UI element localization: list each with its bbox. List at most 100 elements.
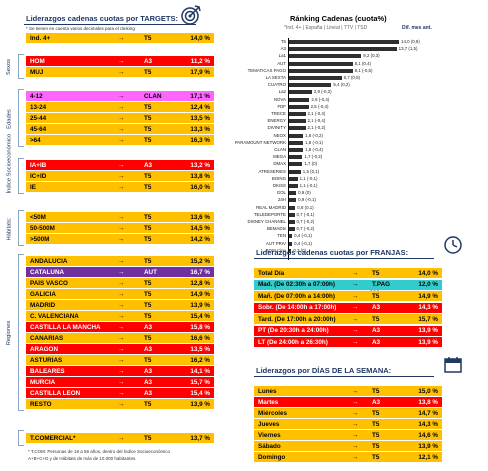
- target-row-value: 15,7 %: [190, 378, 210, 386]
- dia-row-label: Miércoles: [258, 409, 288, 417]
- target-row-value: 14,2 %: [190, 235, 210, 243]
- target-row-arrow: →: [118, 389, 125, 397]
- target-row-label: >64: [30, 136, 41, 144]
- ranking-value-label: 1,8 (-0,4): [305, 147, 323, 152]
- franja-row-label: Sobr. (De 14:00h a 17:00h): [258, 304, 337, 311]
- ranking-value-label: 0,7 (-0,1): [296, 211, 315, 217]
- ranking-bar: [289, 198, 297, 203]
- ranking-bar: [289, 212, 295, 217]
- target-row-channel: T5: [144, 136, 152, 144]
- target-row: 4-12 → CLAN 17,1 %: [26, 91, 214, 101]
- franja-row-arrow: →: [352, 269, 359, 277]
- target-row-value: 13,5 %: [190, 114, 210, 122]
- ranking-bar: [289, 162, 303, 167]
- target-row-arrow: →: [118, 103, 125, 111]
- ranking-value-label: 2,1 (-0,4): [307, 111, 326, 116]
- target-row-arrow: →: [118, 125, 125, 133]
- ranking-bar: [289, 184, 298, 188]
- target-row-value: 13,8 %: [190, 172, 210, 180]
- footnote-1: * T.COM: Personas de 18 a 59 años, dentr…: [28, 449, 171, 454]
- target-row: >64 → T5 16,3 %: [26, 135, 214, 145]
- group-label: Índice Socioeconómico: [6, 133, 12, 193]
- group-bracket: [18, 210, 24, 246]
- target-row-channel: A3: [144, 345, 153, 353]
- target-row-channel: A3: [144, 57, 153, 65]
- target-row-arrow: →: [118, 57, 125, 65]
- ranking-bar: [289, 76, 342, 80]
- target-row-label: >500M: [30, 235, 50, 243]
- franja-row-label: LT (De 24:00h a 26:30h): [258, 338, 328, 346]
- ranking-bar: [289, 54, 362, 59]
- target-row: CASTILLA LEÓN → A3 15,4 %: [26, 388, 214, 398]
- target-row-value: 15,4 %: [190, 389, 210, 397]
- dia-row-channel: T5: [372, 453, 380, 461]
- target-row: C. VALENCIANA → T5 15,4 %: [26, 311, 214, 321]
- franja-row-arrow: →: [352, 315, 359, 323]
- ranking-category-label: BEMADtv: [266, 226, 286, 232]
- dia-row-label: Domingo: [258, 453, 286, 461]
- dia-row: Martes → A3 13,8 %: [254, 397, 442, 407]
- target-row-arrow: →: [118, 172, 125, 180]
- target-row-arrow: →: [118, 136, 125, 144]
- dia-row-arrow: →: [352, 453, 359, 461]
- dia-row-arrow: →: [352, 442, 359, 450]
- ranking-value-label: 2,6 (-0,4): [311, 96, 330, 102]
- target-row-value: 14,9 %: [190, 290, 210, 298]
- group-bracket: [18, 254, 24, 411]
- target-row-label: 13-24: [30, 103, 47, 111]
- ranking-category-label: AUT PRIV: [265, 240, 286, 246]
- franja-row-channel: A3: [372, 338, 381, 346]
- target-row-channel: T5: [144, 172, 152, 180]
- target-row-label: ASTURIAS: [30, 356, 63, 364]
- ind-label: Ind. 4+: [30, 34, 51, 42]
- comercial-arrow: →: [118, 434, 125, 442]
- target-row-value: 14,1 %: [190, 367, 210, 375]
- franja-row-value: 13,9 %: [418, 327, 438, 334]
- target-row-channel: AUT: [144, 268, 157, 276]
- ranking-axis: [288, 38, 289, 260]
- franja-row-channel: T.PAG: [372, 281, 391, 288]
- dia-row-arrow: →: [352, 398, 359, 406]
- target-row-label: RESTO: [30, 400, 52, 408]
- ranking-value-label: 0,7 (-0,2): [296, 226, 315, 232]
- target-row-channel: A3: [144, 161, 153, 169]
- franja-row-arrow: →: [352, 292, 359, 300]
- target-row-value: 15,8 %: [190, 323, 210, 331]
- target-row: ARAGÓN → A3 13,5 %: [26, 344, 214, 354]
- dia-row-value: 14,6 %: [418, 431, 438, 439]
- ranking-category-label: REAL MADRID: [256, 204, 286, 210]
- target-row-label: MADRID: [30, 301, 56, 309]
- ranking-bar: [289, 112, 306, 116]
- ind-arrow: →: [118, 34, 125, 42]
- ranking-bar: [289, 126, 306, 131]
- ranking-value-label: 1,7 (0): [304, 161, 318, 167]
- dia-row-value: 13,8 %: [418, 398, 438, 406]
- dia-row-arrow: →: [352, 387, 359, 395]
- target-row-channel: T5: [144, 334, 152, 342]
- ranking-value-label: 2,9 (-0,2): [313, 89, 332, 95]
- ranking-value-label: 2,5 (-0,4): [310, 103, 329, 109]
- target-row-label: 4-12: [30, 92, 43, 100]
- target-row-arrow: →: [118, 378, 125, 386]
- ranking-category-label: A3: [280, 46, 286, 52]
- ranking-value-label: 8,1 (-0,5): [354, 67, 373, 73]
- ranking-bar: [289, 83, 332, 88]
- target-row-value: 16,3 %: [190, 136, 210, 144]
- target-row-channel: T5: [144, 235, 152, 243]
- comercial-channel: T5: [144, 434, 152, 442]
- ranking-value-label: 0,9 (-0,1): [298, 197, 316, 203]
- franja-row-label: Mad. (De 02:30h a 07:00h): [258, 281, 335, 288]
- ranking-value-label: 8,1 (0,4): [354, 60, 371, 66]
- group-bracket: [18, 89, 24, 147]
- comercial-value: 13,7 %: [190, 434, 210, 442]
- target-row-arrow: →: [118, 161, 125, 169]
- ranking-bar: [289, 234, 293, 239]
- franja-row-channel: T5: [372, 269, 380, 277]
- ranking-category-label: MEGA: [273, 154, 286, 160]
- target-row-channel: T5: [144, 257, 152, 265]
- target-row-channel: T5: [144, 213, 152, 221]
- target-row: IA+IB → A3 13,2 %: [26, 160, 214, 170]
- ranking-value-label: 9,2 (0,3): [363, 53, 380, 59]
- ranking-diff-label: Dif. mes ant.: [402, 25, 432, 31]
- target-row: 13-24 → T5 12,4 %: [26, 102, 214, 112]
